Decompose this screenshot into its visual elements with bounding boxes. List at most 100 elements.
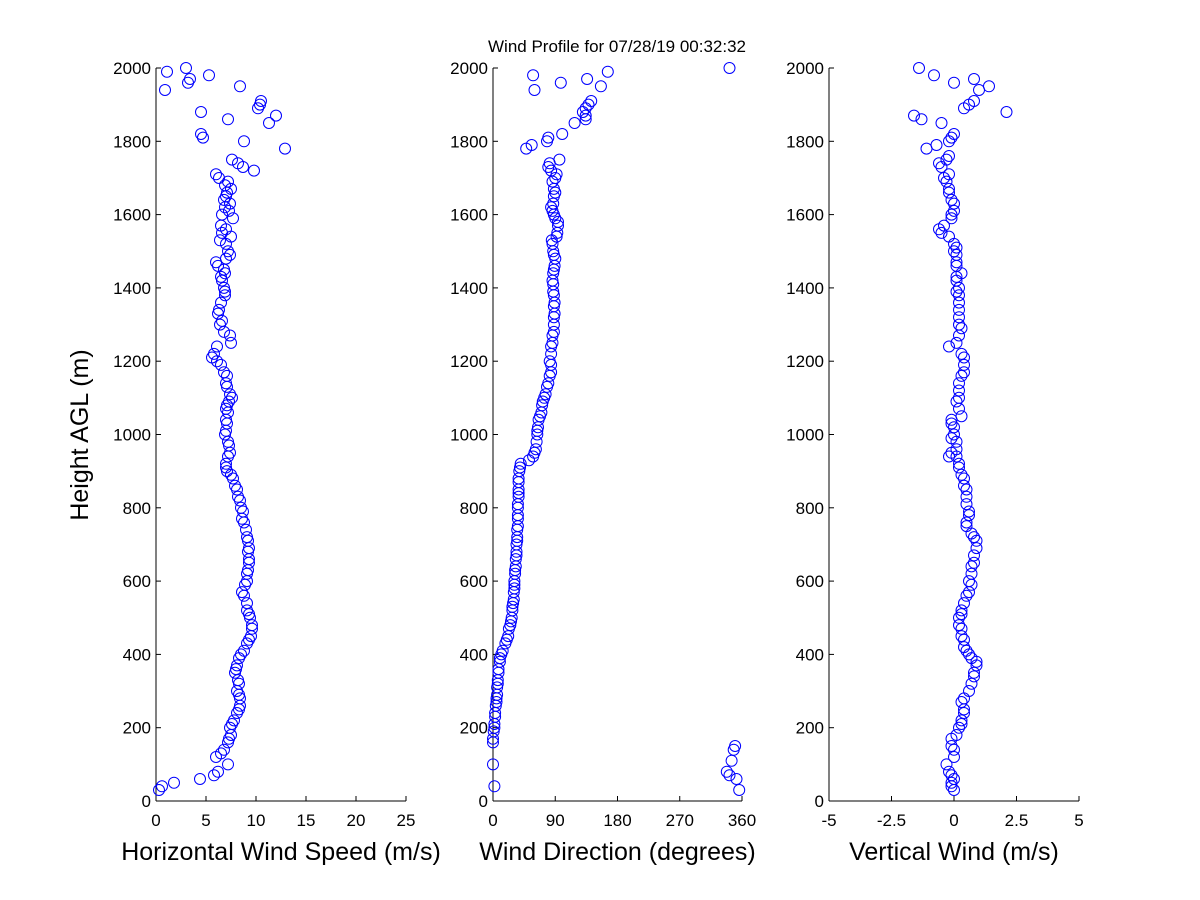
data-point bbox=[231, 685, 243, 697]
data-point bbox=[159, 84, 171, 96]
data-point bbox=[223, 439, 235, 452]
data-point bbox=[195, 128, 207, 140]
data-point bbox=[218, 281, 230, 294]
data-point bbox=[224, 329, 236, 342]
data-point bbox=[935, 226, 948, 239]
figure-title: Wind Profile for 07/28/19 00:32:32 bbox=[488, 37, 746, 56]
data-point bbox=[968, 73, 980, 85]
data-point bbox=[968, 556, 980, 569]
data-point bbox=[953, 461, 965, 474]
data-point bbox=[242, 545, 254, 558]
data-point bbox=[960, 483, 973, 496]
data-point bbox=[241, 604, 253, 617]
data-point bbox=[968, 670, 980, 683]
data-point bbox=[568, 117, 581, 129]
data-point bbox=[220, 413, 232, 426]
x-tick-label: -2.5 bbox=[877, 811, 906, 830]
x-tick-label: 270 bbox=[666, 811, 694, 830]
data-point bbox=[968, 549, 980, 562]
data-point bbox=[234, 80, 246, 93]
y-tick-label: 600 bbox=[796, 572, 824, 591]
data-point bbox=[943, 150, 955, 162]
data-point bbox=[958, 641, 970, 654]
data-point bbox=[279, 142, 291, 155]
data-point bbox=[948, 204, 960, 217]
data-point bbox=[948, 421, 960, 434]
data-point bbox=[725, 754, 738, 767]
data-point bbox=[216, 274, 228, 287]
y-tick-label: 400 bbox=[460, 645, 488, 664]
data-point bbox=[153, 784, 165, 796]
data-point bbox=[943, 182, 955, 195]
data-point bbox=[531, 428, 544, 441]
data-point bbox=[220, 402, 232, 415]
y-tick-label: 800 bbox=[123, 499, 151, 518]
horizontal-wind-speed-plot: 0 5 10 15 20 25 0 200 400 600 800 1000 1200 1400 1600 1… bbox=[113, 59, 441, 866]
x-tick-label: 15 bbox=[297, 811, 316, 830]
data-point bbox=[222, 113, 234, 126]
x-tick-label: 0 bbox=[151, 811, 160, 830]
data-point bbox=[203, 69, 215, 82]
y-tick-label: 1000 bbox=[786, 426, 824, 445]
data-point bbox=[594, 80, 607, 93]
data-point bbox=[940, 175, 953, 188]
data-point bbox=[953, 384, 965, 397]
data-point bbox=[953, 457, 965, 470]
y-tick-label: 0 bbox=[142, 792, 151, 811]
data-point bbox=[958, 633, 970, 646]
data-point bbox=[229, 666, 241, 679]
data-point bbox=[233, 703, 245, 716]
data-point bbox=[542, 377, 555, 390]
data-point bbox=[958, 358, 970, 371]
data-point bbox=[960, 589, 973, 602]
data-point bbox=[955, 410, 968, 423]
data-point bbox=[218, 366, 230, 379]
data-point bbox=[216, 226, 228, 239]
data-point bbox=[948, 128, 960, 140]
data-point bbox=[539, 388, 552, 401]
data-point bbox=[229, 479, 241, 492]
data-point bbox=[487, 758, 499, 771]
data-point bbox=[213, 172, 225, 184]
y-axis-label: Height AGL (m) bbox=[66, 349, 94, 520]
data-point bbox=[943, 340, 955, 353]
y-tick-label: 1200 bbox=[450, 352, 488, 371]
data-point bbox=[232, 490, 244, 503]
data-point bbox=[958, 692, 970, 705]
data-point bbox=[490, 696, 503, 708]
data-point bbox=[965, 527, 978, 540]
data-point bbox=[953, 289, 965, 302]
data-point bbox=[943, 230, 955, 243]
data-point bbox=[940, 758, 953, 771]
data-point bbox=[487, 725, 500, 738]
y-tick-label: 1400 bbox=[786, 279, 824, 298]
data-point bbox=[225, 182, 237, 195]
x-axis-label: Vertical Wind (m/s) bbox=[849, 838, 1059, 866]
data-point bbox=[213, 303, 225, 316]
data-point bbox=[948, 197, 960, 210]
data-point bbox=[211, 340, 223, 353]
x-tick-label: 180 bbox=[603, 811, 631, 830]
data-point bbox=[948, 245, 960, 258]
data-point bbox=[221, 417, 233, 430]
data-point bbox=[552, 215, 564, 228]
y-tick-label: 600 bbox=[460, 572, 488, 591]
data-point bbox=[496, 644, 509, 657]
data-point bbox=[945, 776, 958, 789]
data-point bbox=[230, 663, 242, 676]
data-point bbox=[508, 582, 521, 595]
data-point bbox=[219, 289, 231, 302]
data-point bbox=[601, 65, 614, 78]
data-point bbox=[935, 117, 948, 129]
data-point bbox=[913, 62, 925, 74]
data-point bbox=[965, 578, 978, 591]
data-point bbox=[960, 516, 973, 529]
data-point bbox=[920, 142, 933, 155]
data-point bbox=[488, 780, 501, 793]
y-tick-label: 200 bbox=[123, 719, 151, 738]
data-point bbox=[220, 252, 232, 265]
data-point bbox=[950, 241, 963, 254]
y-tick-label: 2000 bbox=[786, 59, 824, 78]
data-point bbox=[579, 109, 592, 122]
data-point bbox=[156, 780, 168, 793]
